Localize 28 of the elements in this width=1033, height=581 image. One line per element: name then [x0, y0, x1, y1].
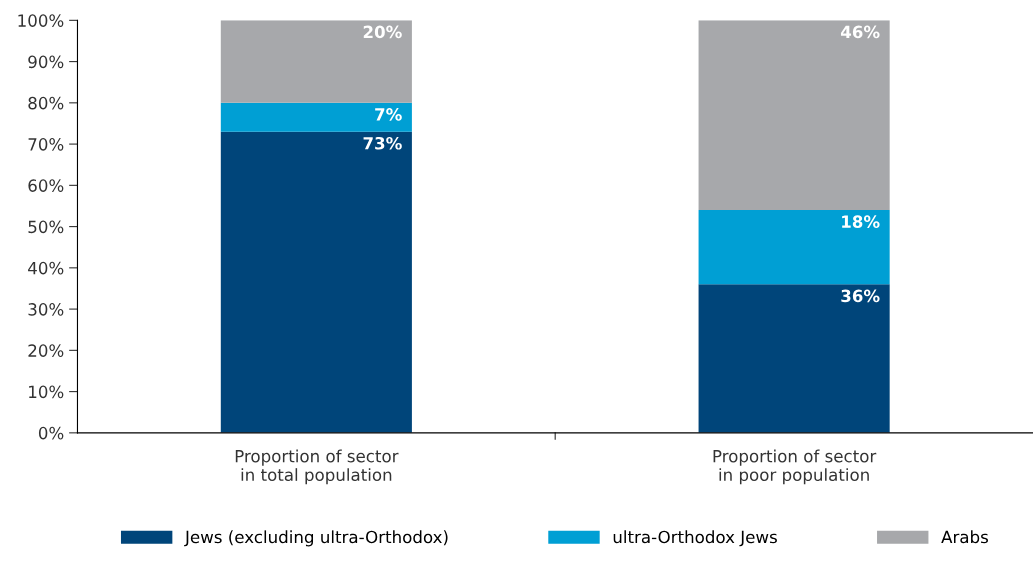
- data-label: 73%: [363, 136, 402, 150]
- y-tick-label: 90%: [28, 55, 64, 69]
- y-tick-label: 70%: [28, 138, 64, 151]
- bar: [698, 284, 890, 433]
- data-label: 18%: [842, 215, 880, 228]
- data-label: 7%: [375, 108, 402, 121]
- y-tick-label: 50%: [28, 220, 64, 234]
- x-tick-label: Proportion of sector in poor population: [713, 449, 877, 485]
- y-tick-label: 100%: [18, 14, 64, 27]
- legend-label: ultra-Orthodox Jews: [613, 530, 777, 547]
- data-label: 46%: [840, 25, 880, 39]
- y-tick-label: 60%: [28, 179, 64, 192]
- bar: [698, 20, 890, 211]
- legend-label: Jews (excluding ultra-Orthodox): [184, 530, 448, 547]
- y-tick-label: 0%: [38, 426, 64, 440]
- bar: [220, 102, 412, 132]
- y-tick-label: 20%: [28, 344, 64, 357]
- y-tick-label: 40%: [28, 261, 64, 275]
- bar: [220, 20, 412, 103]
- x-tick-label: Proportion of sector in total population: [235, 449, 399, 485]
- bar: [698, 210, 890, 285]
- y-tick-label: 30%: [28, 303, 64, 316]
- y-tick-label: 10%: [29, 385, 64, 399]
- data-label: 20%: [363, 25, 402, 39]
- y-tick-label: 80%: [28, 96, 64, 110]
- legend-label: Arabs: [941, 530, 988, 544]
- bar: [220, 131, 412, 433]
- data-label: 36%: [841, 289, 880, 303]
